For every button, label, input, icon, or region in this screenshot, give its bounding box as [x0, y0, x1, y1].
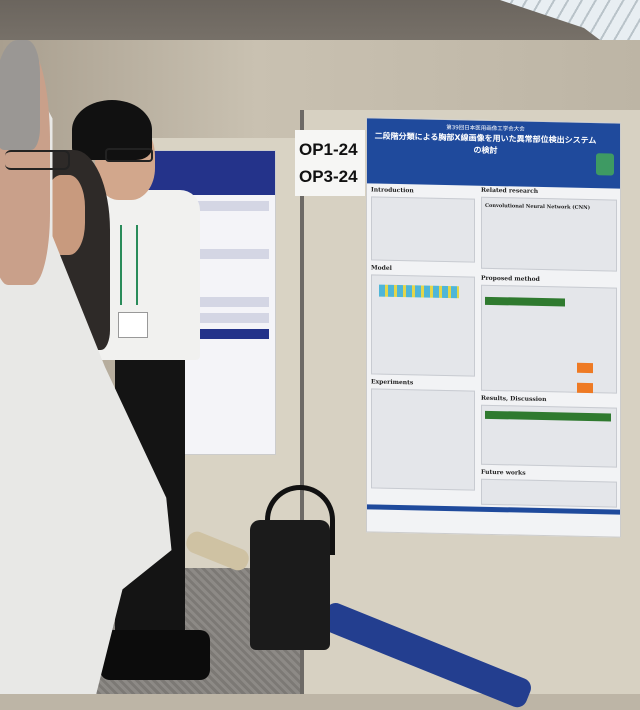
- poster-left-row: [150, 201, 269, 211]
- poster-left-row: [150, 329, 269, 339]
- cnn-diagram: [379, 284, 459, 299]
- name-badge: [118, 312, 148, 338]
- visitor-front-hair: [0, 40, 40, 150]
- poster-left-header: [144, 151, 275, 195]
- section-related-research: Related research: [481, 186, 539, 195]
- experiments-block: [371, 388, 475, 491]
- flow-box: [577, 362, 593, 374]
- poster-left-row: [150, 313, 269, 323]
- section-model: Model: [371, 264, 392, 272]
- section-results: Results, Discussion: [481, 394, 547, 404]
- glasses-icon: [105, 148, 153, 162]
- intro-block: [371, 196, 475, 263]
- flow-box: [577, 382, 593, 394]
- section-future-works: Future works: [481, 468, 526, 477]
- poster-header: 第39回日本医用画像工学会大会 二段階分類による胸部X線画像を用いた異常部位検出…: [367, 118, 620, 189]
- section-experiments: Experiments: [371, 378, 414, 387]
- poster-left-row: [150, 249, 269, 259]
- logo: [596, 153, 614, 176]
- booth-label-1: OP1-24: [299, 140, 358, 159]
- main-poster: 第39回日本医用画像工学会大会 二段階分類による胸部X線画像を用いた異常部位検出…: [366, 117, 621, 538]
- student-hair: [72, 100, 152, 160]
- handbag: [250, 520, 330, 650]
- authors: [371, 154, 600, 181]
- method-table-header: [485, 296, 565, 307]
- student-shoes: [100, 630, 210, 680]
- section-introduction: Introduction: [371, 186, 414, 195]
- lanyard: [120, 225, 138, 305]
- booth-label-2: OP3-24: [299, 167, 358, 186]
- glasses-icon: [5, 150, 70, 170]
- future-block: [481, 478, 617, 508]
- poster-left-row: [150, 297, 269, 307]
- section-proposed-method: Proposed method: [481, 274, 540, 283]
- booth-number-label: OP1-24 OP3-24: [295, 130, 365, 196]
